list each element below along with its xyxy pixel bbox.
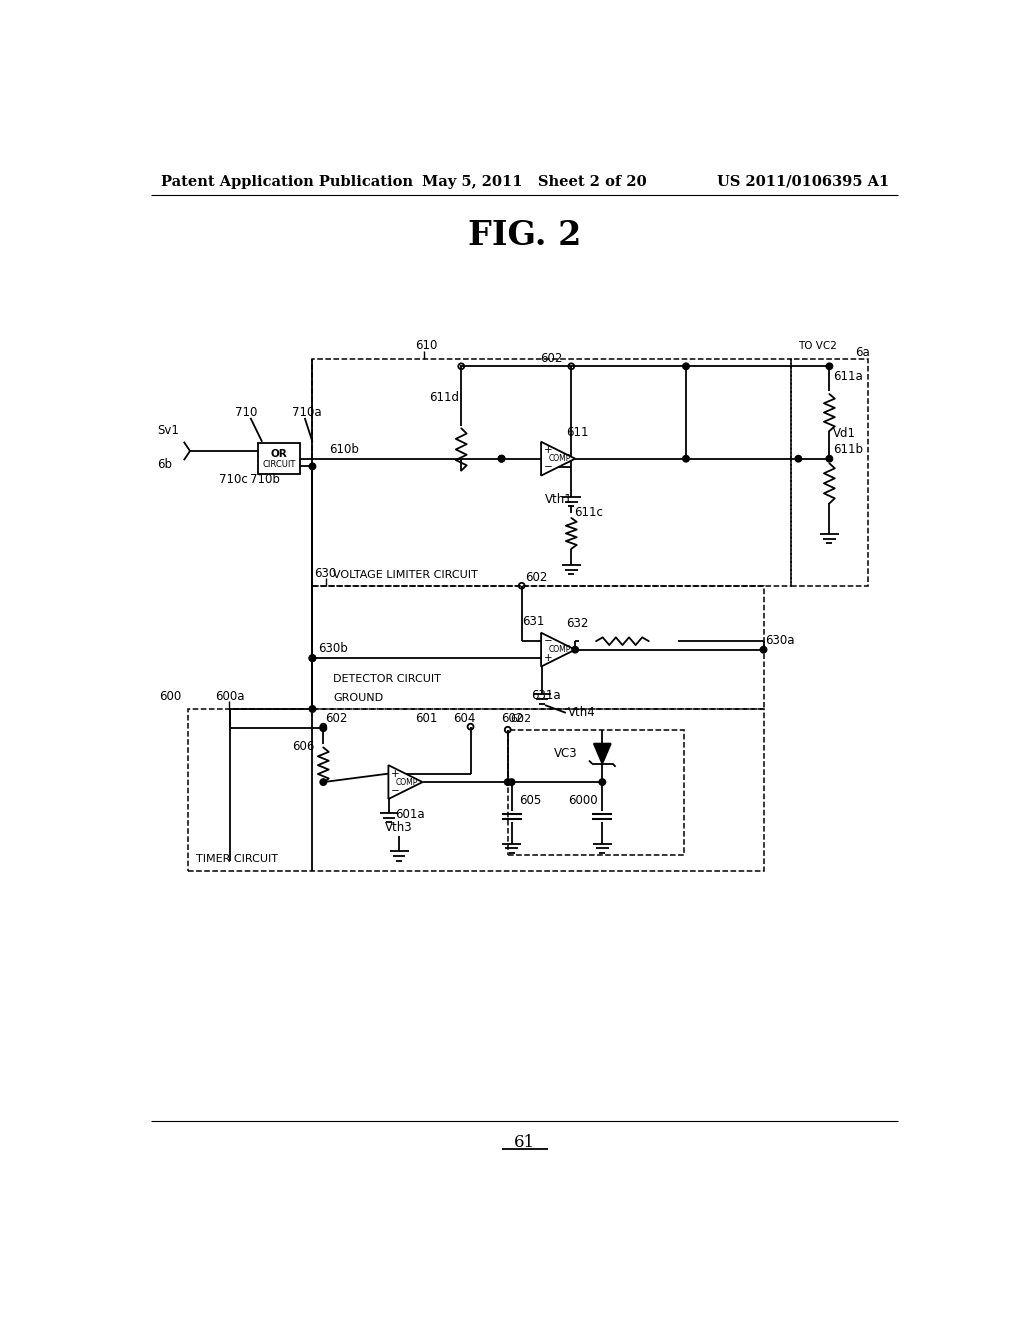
Text: −: − [391,785,399,796]
Circle shape [683,455,689,462]
Text: 630b: 630b [317,642,347,655]
Text: −: − [544,462,552,473]
Circle shape [499,455,505,462]
Text: 631: 631 [521,615,544,628]
Text: 604: 604 [454,711,476,725]
Circle shape [309,655,315,661]
Text: Vth4: Vth4 [568,706,596,719]
Circle shape [309,463,315,470]
Text: Vth3: Vth3 [385,821,413,834]
Circle shape [309,706,315,713]
Text: 611: 611 [566,425,589,438]
Text: 610: 610 [415,339,437,352]
Polygon shape [541,442,575,475]
Circle shape [321,725,327,731]
Text: 6a: 6a [855,346,869,359]
Text: 610b: 610b [330,442,359,455]
Circle shape [572,647,579,653]
Text: US 2011/0106395 A1: US 2011/0106395 A1 [717,174,889,189]
Text: +: + [544,653,552,663]
Text: 601: 601 [415,711,437,725]
Text: 601a: 601a [395,808,425,821]
Circle shape [795,455,802,462]
Text: GROUND: GROUND [334,693,384,702]
Circle shape [826,455,833,462]
Text: VOLTAGE LIMITER CIRCUIT: VOLTAGE LIMITER CIRCUIT [334,570,478,579]
Circle shape [683,363,689,370]
Bar [508,730,684,855]
Text: OR: OR [270,449,288,459]
Text: 602: 602 [510,714,531,725]
Text: 632: 632 [566,616,588,630]
Text: 600a: 600a [215,690,245,702]
Text: Patent Application Publication: Patent Application Publication [161,174,413,189]
Text: 6000: 6000 [568,793,598,807]
Circle shape [599,779,605,785]
Circle shape [760,647,767,653]
Bar [312,586,764,709]
Text: COMP: COMP [549,645,570,655]
Text: 630a: 630a [765,634,795,647]
Circle shape [499,455,505,462]
Text: 611a: 611a [834,370,863,383]
Text: Vth1: Vth1 [545,494,572,507]
Text: TO VC2: TO VC2 [799,342,838,351]
Circle shape [826,363,833,370]
Bar [312,359,791,586]
Bar [791,359,868,586]
Text: +: + [391,768,399,779]
Text: 6b: 6b [158,458,172,471]
Text: 61: 61 [514,1134,536,1151]
Text: 611d: 611d [429,391,459,404]
Text: 611b: 611b [834,442,863,455]
Text: 605: 605 [519,793,542,807]
Text: 630: 630 [314,566,336,579]
Text: −: − [544,636,552,647]
Text: 710: 710 [234,407,257,420]
Text: +: + [544,445,552,455]
Text: 631a: 631a [531,689,560,702]
Text: Sv1: Sv1 [158,424,179,437]
Text: 710c: 710c [219,474,248,486]
Text: 710a: 710a [292,407,322,420]
Bar [188,709,764,871]
Text: 600: 600 [159,690,181,702]
Text: 602: 602 [326,711,348,725]
Text: VC3: VC3 [554,747,578,760]
Text: 710b: 710b [251,474,281,486]
Text: COMP: COMP [549,454,570,463]
Circle shape [508,779,515,785]
Text: 602: 602 [541,351,562,364]
Circle shape [309,655,315,661]
Text: COMP: COMP [396,777,418,787]
Circle shape [321,779,327,785]
Text: Vd1: Vd1 [834,428,856,440]
Bar [258,444,300,474]
Polygon shape [541,632,575,667]
Text: FIG. 2: FIG. 2 [468,219,582,252]
Text: DETECTOR CIRCUIT: DETECTOR CIRCUIT [334,675,441,684]
Text: 611c: 611c [574,507,603,520]
Text: 602: 602 [524,572,547,585]
Text: CIRCUIT: CIRCUIT [262,459,296,469]
Text: May 5, 2011   Sheet 2 of 20: May 5, 2011 Sheet 2 of 20 [423,174,647,189]
Circle shape [505,779,511,785]
Text: TIMER CIRCUIT: TIMER CIRCUIT [197,854,279,865]
Text: 606: 606 [292,739,314,752]
Text: 602: 602 [502,711,524,725]
Polygon shape [388,766,423,799]
Polygon shape [594,743,611,763]
